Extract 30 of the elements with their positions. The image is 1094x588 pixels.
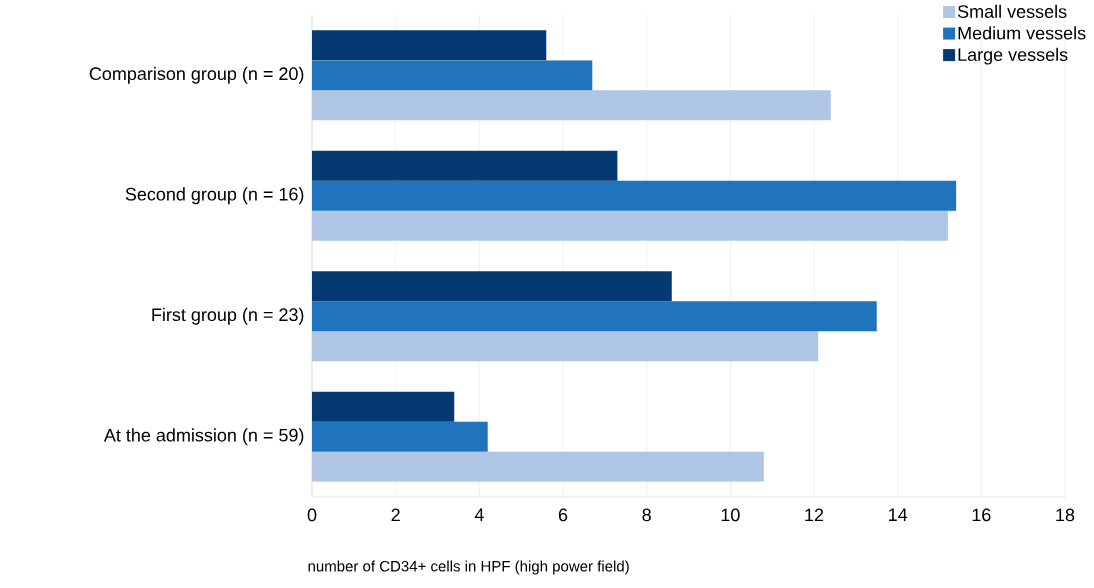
bar bbox=[312, 451, 764, 482]
x-tick-label: 6 bbox=[558, 508, 568, 522]
x-tick-label: 18 bbox=[1056, 508, 1075, 522]
x-tick-label: 14 bbox=[889, 508, 908, 521]
x-tick-label: 12 bbox=[805, 508, 824, 522]
x-tick-label: 4 bbox=[474, 508, 484, 521]
y-tick-label: First group (n = 23) bbox=[152, 307, 304, 325]
x-tick-label: 8 bbox=[642, 508, 651, 522]
y-tick-label: Second group (n = 16) bbox=[125, 187, 304, 205]
bar bbox=[312, 271, 672, 302]
bar bbox=[312, 421, 488, 452]
x-tick-label: 0 bbox=[307, 508, 317, 522]
bar bbox=[312, 30, 547, 61]
bar bbox=[312, 301, 877, 332]
x-axis-title: number of CD34+ cells in HPF (high power field) bbox=[308, 560, 629, 575]
x-tick-label: 10 bbox=[721, 508, 740, 522]
y-tick-label: At the admission (n = 59) bbox=[103, 428, 304, 446]
bar bbox=[312, 331, 819, 362]
legend-label: Small vessels bbox=[957, 4, 1067, 18]
bar bbox=[312, 150, 618, 181]
bar bbox=[312, 90, 831, 121]
bar bbox=[312, 210, 948, 241]
x-tick-label: 16 bbox=[972, 508, 991, 522]
bar bbox=[312, 180, 957, 211]
legend-label: Large vessels bbox=[958, 47, 1068, 65]
bar bbox=[312, 60, 593, 91]
bar bbox=[312, 391, 455, 422]
x-tick-label: 2 bbox=[391, 508, 400, 522]
legend-label: Medium vessels bbox=[958, 26, 1086, 40]
y-tick-label: Comparison group (n = 20) bbox=[89, 66, 304, 84]
